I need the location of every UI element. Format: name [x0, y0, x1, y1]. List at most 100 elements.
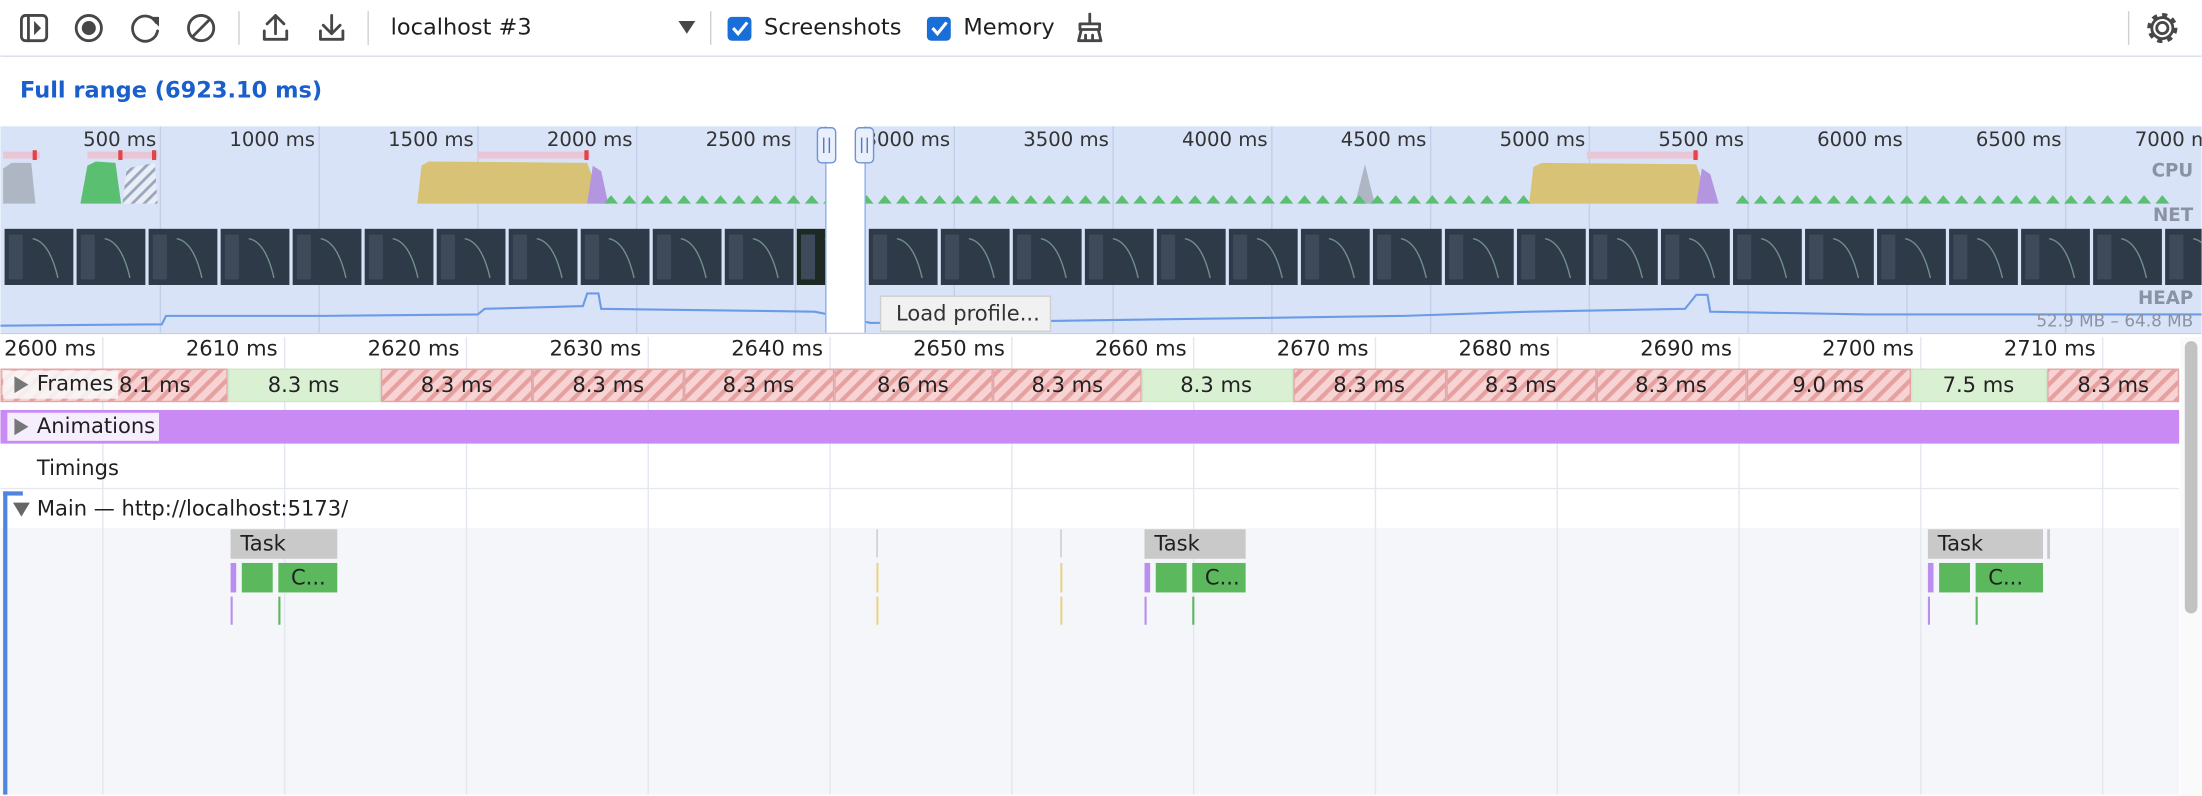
task	[2047, 529, 2051, 559]
event	[1060, 529, 1062, 558]
detail-tick-label: 2690 ms	[1640, 336, 1732, 361]
record-button[interactable]	[74, 14, 103, 43]
collapse-arrow[interactable]	[12, 502, 30, 517]
thumbnail-content	[1040, 237, 1067, 279]
sidebar-button[interactable]	[20, 14, 49, 43]
frame[interactable]	[992, 368, 1142, 403]
thumbnail-sidebar	[873, 234, 888, 280]
target-select[interactable]: localhost #3	[391, 15, 532, 41]
upload-button[interactable]	[262, 14, 289, 41]
event[interactable]	[241, 562, 273, 593]
download-button[interactable]	[319, 14, 345, 41]
thumbnail-content	[1112, 237, 1139, 279]
frame[interactable]	[1596, 368, 1747, 403]
event[interactable]	[1975, 562, 2044, 593]
detail-tick-label: 2610 ms	[186, 336, 278, 361]
overview-tick-label: 6000 ms	[1817, 128, 1903, 151]
screenshots-checkbox[interactable]	[727, 16, 752, 41]
frame[interactable]	[2047, 368, 2180, 403]
tooltip-text: Load profile...	[896, 300, 1040, 325]
frame[interactable]	[684, 368, 835, 403]
thumbnail-content	[1328, 237, 1355, 279]
thumbnail-content	[320, 237, 347, 279]
thumbnail-sidebar	[152, 234, 167, 280]
memory-checkbox[interactable]	[926, 16, 951, 41]
event[interactable]	[1939, 562, 1971, 593]
clear-button[interactable]	[187, 14, 216, 43]
frame-duration: 8.3 ms	[1635, 372, 1707, 397]
frame[interactable]	[1141, 368, 1294, 403]
detail-tick-label: 2660 ms	[1095, 336, 1187, 361]
frame[interactable]	[1746, 368, 1912, 403]
thumbnail-sidebar	[1737, 234, 1752, 280]
overview-tick-label: 3500 ms	[1023, 128, 1109, 151]
range-label: Full range (6923.10 ms)	[20, 78, 322, 104]
overview-tick-label: 5500 ms	[1658, 128, 1744, 151]
task-label: Task	[1937, 531, 1984, 556]
task[interactable]	[1927, 529, 2044, 559]
thumbnail-sidebar	[1089, 234, 1104, 280]
event[interactable]	[1192, 562, 1246, 593]
event[interactable]	[230, 562, 237, 593]
frame[interactable]	[380, 368, 533, 403]
event[interactable]	[278, 562, 338, 593]
main-track-bg	[0, 527, 2180, 795]
thumbnail-sidebar	[1521, 234, 1536, 280]
dropdown-arrow[interactable]	[678, 21, 696, 34]
screenshots-label[interactable]: Screenshots	[764, 15, 901, 41]
scrollbar-thumb[interactable]	[2184, 341, 2198, 614]
frame[interactable]	[834, 368, 993, 403]
thumbnail-sidebar	[1665, 234, 1680, 280]
settings-button[interactable]	[2147, 12, 2178, 44]
gc-button[interactable]	[1077, 12, 1103, 43]
thumbnail-content	[392, 237, 419, 279]
event	[1192, 596, 1195, 625]
memory-label[interactable]: Memory	[963, 15, 1054, 41]
overview-tick-label: 7000 ms	[2135, 128, 2202, 151]
frames-label[interactable]: Frames	[37, 371, 114, 396]
thumbnail-sidebar	[1449, 234, 1464, 280]
thumbnail-sidebar	[2169, 234, 2184, 280]
task-label: Task	[239, 531, 286, 556]
selection-handle-left[interactable]	[816, 127, 837, 164]
task[interactable]	[1144, 529, 1246, 559]
event[interactable]	[1144, 562, 1151, 593]
event[interactable]	[1927, 562, 1934, 593]
frame-duration: 8.3 ms	[2077, 372, 2149, 397]
thumbnail-content	[608, 237, 635, 279]
reload-button[interactable]	[131, 14, 159, 43]
thumbnail-content	[1688, 237, 1716, 279]
event	[1927, 596, 1930, 625]
thumbnail-sidebar	[1593, 234, 1608, 280]
event-label: C...	[1205, 564, 1240, 589]
event[interactable]	[1155, 562, 1187, 593]
event	[1060, 596, 1063, 625]
detail-tick-label: 2670 ms	[1277, 336, 1369, 361]
event	[1144, 596, 1147, 625]
frame[interactable]	[1911, 368, 2048, 403]
overview-tick-label: 5000 ms	[1500, 128, 1586, 151]
frame[interactable]	[532, 368, 685, 403]
event	[876, 529, 878, 558]
thumbnail-content	[1760, 237, 1788, 279]
expand-arrow[interactable]	[14, 376, 29, 394]
thumbnail-content	[1400, 237, 1427, 279]
thumbnail-content	[1544, 237, 1572, 279]
frame[interactable]	[1293, 368, 1447, 403]
expand-arrow[interactable]	[14, 418, 29, 436]
frame[interactable]	[227, 368, 381, 403]
frame[interactable]	[1446, 368, 1597, 403]
timings-label: Timings	[36, 455, 119, 480]
animations-track	[0, 409, 2180, 444]
event	[876, 596, 879, 625]
thumbnail-content	[2121, 237, 2148, 279]
selection-handle-right[interactable]	[854, 127, 875, 164]
heap-track-label: HEAP	[2138, 288, 2193, 309]
task[interactable]	[230, 529, 338, 559]
main-track-title[interactable]: Main — http://localhost:5173/	[37, 496, 349, 521]
tooltip	[879, 295, 1052, 333]
detail-tick-label: 2600 ms	[4, 336, 96, 361]
thumbnail-sidebar	[2025, 234, 2040, 280]
animations-label[interactable]: Animations	[37, 413, 155, 438]
